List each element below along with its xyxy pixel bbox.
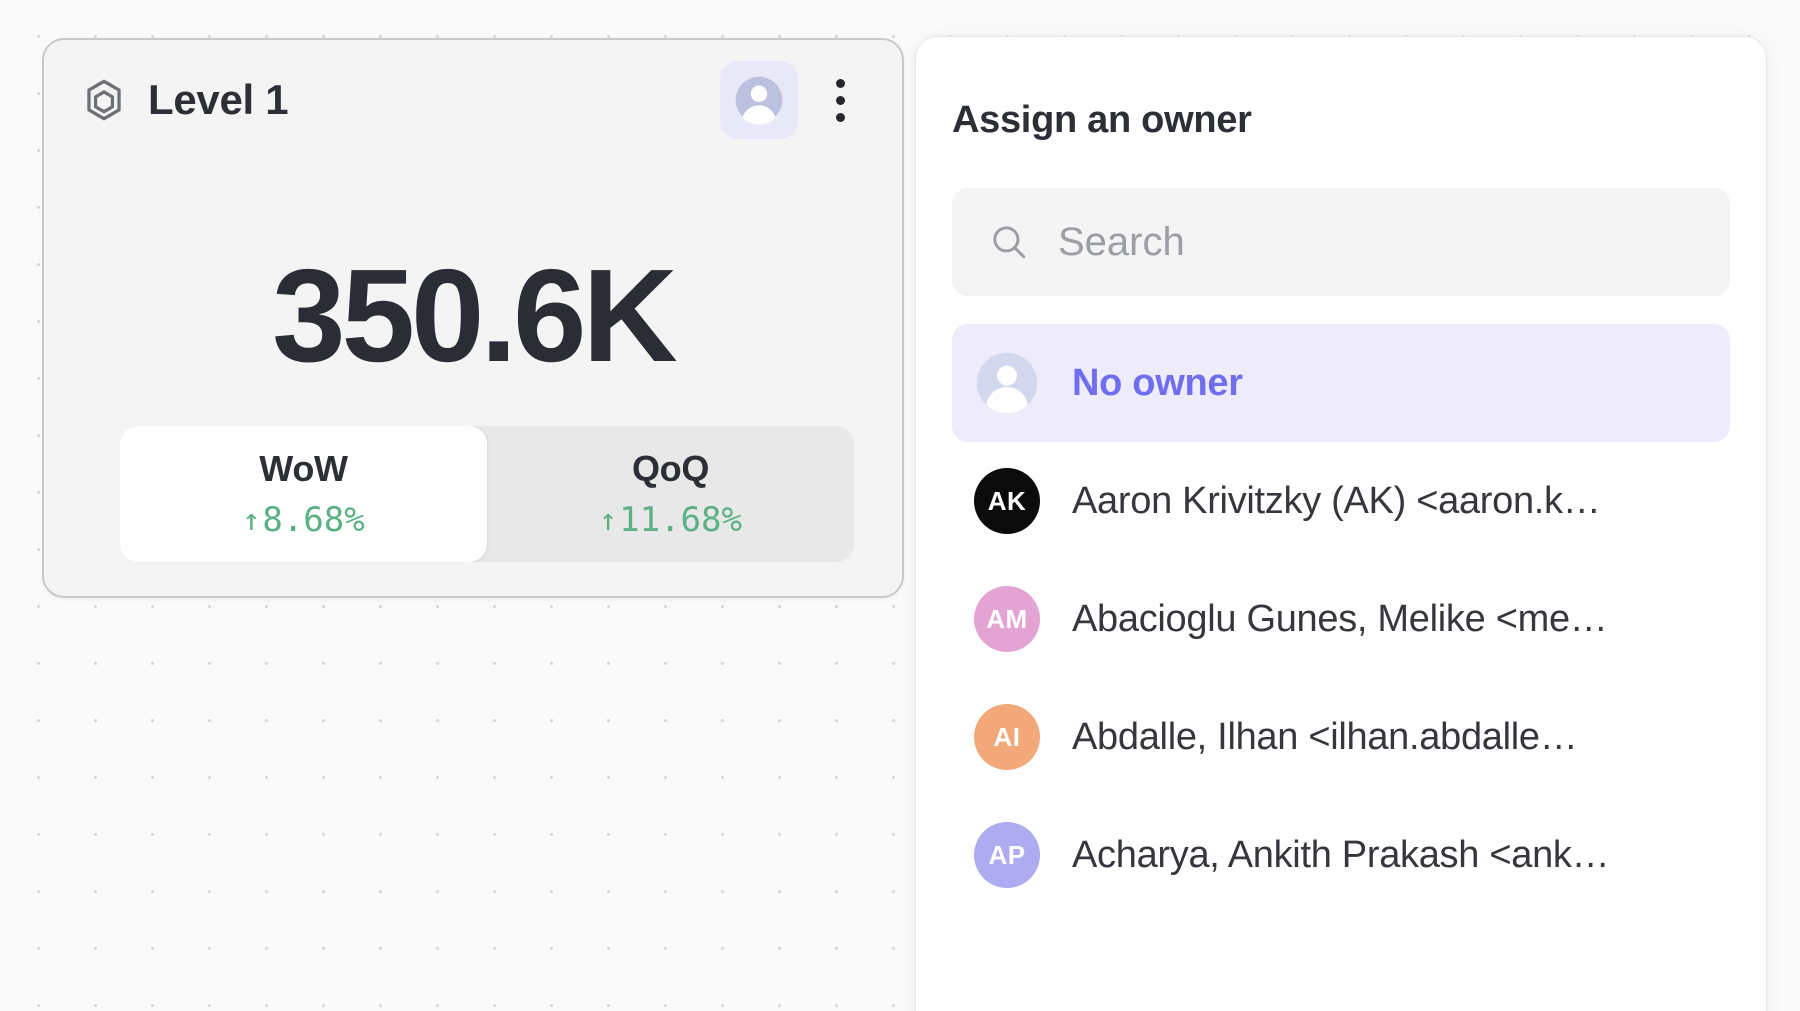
metric-card-header: Level 1 <box>44 40 902 160</box>
search-field[interactable] <box>952 188 1730 296</box>
metric-card: Level 1 350.6K WoW ↑ 8.68% QoQ <box>42 38 904 598</box>
avatar: AP <box>974 822 1040 888</box>
arrow-up-icon: ↑ <box>242 502 261 538</box>
kebab-dot <box>835 95 845 105</box>
hexagon-icon <box>87 79 121 121</box>
segment-wow-delta: ↑ 8.68% <box>242 500 364 540</box>
kebab-dot <box>835 112 845 122</box>
segment-qoq-delta: ↑ 11.68% <box>599 500 742 540</box>
avatar-initials: AM <box>986 603 1028 634</box>
segment-qoq-label: QoQ <box>631 448 710 489</box>
page-title: Level 1 <box>148 76 289 123</box>
owner-name: Abacioglu Gunes, Melike <me… <box>1072 597 1608 640</box>
assign-owner-panel: Assign an owner No owner AK Aaron <box>915 36 1767 1011</box>
list-item-owner[interactable]: AM Abacioglu Gunes, Melike <me… <box>952 560 1730 678</box>
avatar-initials: AP <box>988 839 1026 870</box>
comparison-segmented-control: WoW ↑ 8.68% QoQ ↑ 11.68% <box>120 426 854 562</box>
owner-name: No owner <box>1072 361 1243 404</box>
owner-list: No owner AK Aaron Krivitzky (AK) <aaron.… <box>952 324 1730 914</box>
avatar-placeholder <box>974 350 1040 416</box>
kebab-menu-icon[interactable] <box>812 65 868 135</box>
person-avatar-icon <box>976 352 1038 414</box>
arrow-up-icon: ↑ <box>599 502 618 538</box>
owner-name: Aaron Krivitzky (AK) <aaron.k… <box>1072 479 1601 522</box>
kebab-dot <box>835 78 845 88</box>
list-item-owner[interactable]: AP Acharya, Ankith Prakash <ank… <box>952 796 1730 914</box>
search-input[interactable] <box>1058 219 1694 265</box>
avatar-initials: AK <box>987 485 1027 516</box>
segment-qoq-delta-value: 11.68% <box>619 500 742 540</box>
avatar: AI <box>974 704 1040 770</box>
list-item-no-owner[interactable]: No owner <box>952 324 1730 442</box>
owner-name: Abdalle, Ilhan <ilhan.abdalle… <box>1072 715 1578 758</box>
owner-name: Acharya, Ankith Prakash <ank… <box>1072 833 1610 876</box>
segment-wow-label: WoW <box>259 448 348 489</box>
segment-wow-delta-value: 8.68% <box>262 500 365 540</box>
segment-wow[interactable]: WoW ↑ 8.68% <box>120 426 487 562</box>
avatar: AM <box>974 586 1040 652</box>
list-item-owner[interactable]: AK Aaron Krivitzky (AK) <aaron.k… <box>952 442 1730 560</box>
person-avatar-icon <box>735 76 783 125</box>
assign-owner-avatar-button[interactable] <box>720 61 798 139</box>
avatar-initials: AI <box>993 721 1021 752</box>
avatar: AK <box>974 468 1040 534</box>
search-icon <box>993 226 1026 259</box>
list-item-owner[interactable]: AI Abdalle, Ilhan <ilhan.abdalle… <box>952 678 1730 796</box>
panel-title: Assign an owner <box>952 99 1252 141</box>
metric-value: 350.6K <box>272 242 678 389</box>
segment-qoq[interactable]: QoQ ↑ 11.68% <box>487 426 854 562</box>
